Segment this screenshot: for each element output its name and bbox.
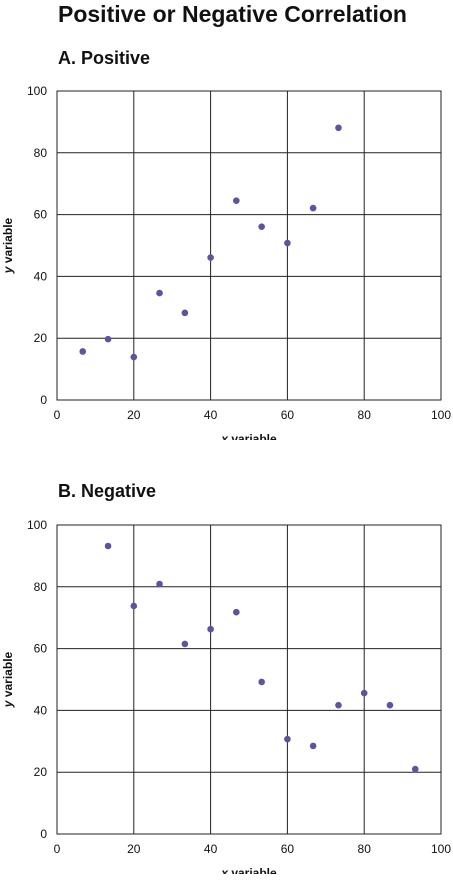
chart-a-x-tick-label: 80 — [358, 408, 372, 422]
chart-a-data-point — [156, 289, 163, 297]
chart-a-data-point — [207, 254, 214, 261]
chart-a-y-tick-label: 100 — [27, 84, 47, 98]
chart-b-data-point — [156, 580, 163, 588]
chart-b-y-tick-label: 40 — [34, 703, 48, 717]
chart-b-x-axis-label: x variable — [220, 866, 277, 874]
chart-b-title: B. Negative — [58, 481, 157, 501]
chart-a-y-tick-label: 40 — [34, 269, 48, 283]
chart-a-data-point — [309, 204, 317, 212]
chart-b-data-point — [104, 542, 112, 550]
chart-b-x-tick-label: 80 — [358, 842, 372, 856]
chart-b-data-point — [181, 640, 189, 648]
chart-a-data-point — [104, 335, 112, 343]
chart-b-y-tick-label: 80 — [34, 580, 48, 594]
chart-b-data-point — [207, 625, 214, 633]
chart-b-y-tick-label: 0 — [40, 827, 47, 841]
chart-a-data-point — [258, 223, 265, 230]
chart-a-x-tick-label: 40 — [204, 408, 218, 422]
chart-a-data-point — [284, 239, 291, 247]
chart-a-data-point — [335, 124, 342, 132]
chart-b-data-point — [360, 689, 368, 697]
chart-b-negative: 0 20 40 60 80 100 0 20 40 60 80 100 x variable y vari… — [1, 518, 451, 874]
chart-a-y-axis-label: y variable — [1, 217, 15, 274]
page-title: Positive or Negative Correlation — [58, 1, 407, 27]
chart-a-y-tick-label: 80 — [34, 146, 48, 160]
chart-b-x-tick-label: 100 — [431, 842, 451, 856]
chart-b-data-point — [284, 735, 291, 743]
chart-b-x-tick-label: 60 — [281, 842, 295, 856]
chart-b-data-point — [309, 742, 317, 750]
chart-b-x-tick-label: 0 — [54, 842, 61, 856]
chart-a-data-point — [130, 353, 138, 361]
chart-b-data-point — [258, 678, 265, 686]
chart-b-data-point — [233, 608, 240, 616]
chart-b-plot-frame — [56, 524, 442, 835]
chart-b-data-point — [335, 701, 342, 709]
chart-a-data-point — [181, 309, 189, 317]
chart-a-y-tick-label: 0 — [40, 393, 47, 407]
chart-a-x-tick-label: 100 — [431, 408, 451, 422]
chart-a-title: A. Positive — [58, 48, 151, 68]
chart-a-x-tick-label: 20 — [127, 408, 141, 422]
chart-b-y-tick-label: 60 — [34, 642, 48, 656]
chart-b-y-tick-label: 20 — [34, 765, 48, 779]
chart-a-positive: 0 20 40 60 80 100 0 20 40 60 80 100 x variable y vari… — [1, 84, 451, 440]
chart-b-data-point — [411, 765, 419, 773]
chart-a-data-point — [79, 348, 87, 355]
chart-a-x-axis-label: x variable — [220, 432, 277, 440]
chart-a-y-tick-label: 20 — [34, 331, 48, 345]
chart-a-data-point — [233, 197, 240, 204]
chart-a-x-tick-label: 0 — [54, 408, 61, 422]
chart-a-plot-frame — [56, 90, 442, 401]
chart-b-x-tick-label: 40 — [204, 842, 218, 856]
chart-b-x-tick-label: 20 — [127, 842, 141, 856]
chart-b-y-tick-label: 100 — [27, 518, 47, 532]
chart-b-data-point — [130, 602, 138, 610]
chart-b-data-point — [386, 701, 394, 709]
chart-a-y-tick-label: 60 — [34, 208, 48, 222]
chart-a-x-tick-label: 60 — [281, 408, 295, 422]
chart-b-y-axis-label: y variable — [1, 651, 15, 708]
